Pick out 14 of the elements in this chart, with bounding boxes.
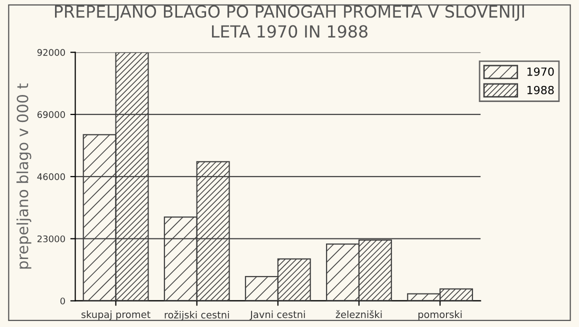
x-tick-label: rožijski cestni	[164, 310, 229, 320]
y-tick-label: 46000	[37, 173, 65, 180]
legend-label: 1988	[527, 86, 554, 94]
y-tick-label: 92000	[37, 49, 65, 56]
legend-label: 1970	[527, 67, 554, 76]
y-axis-title: prepeljano blago v 000 t	[16, 83, 32, 269]
y-tick-label: 69000	[37, 111, 65, 118]
y-tick-label: 23000	[37, 235, 65, 242]
x-tick-label: skupaj promet	[82, 310, 150, 320]
chart-title: PREPELJANO BLAGO PO PANOGAH PROMETA V SLOVENIJI LETA 1970 IN 1988	[55, 5, 524, 38]
y-tick-label: 0	[60, 298, 65, 304]
x-tick-label: Javni cestni	[250, 310, 305, 320]
x-tick-label: železniški	[336, 310, 382, 318]
x-tick-label: pomorski	[418, 310, 462, 320]
